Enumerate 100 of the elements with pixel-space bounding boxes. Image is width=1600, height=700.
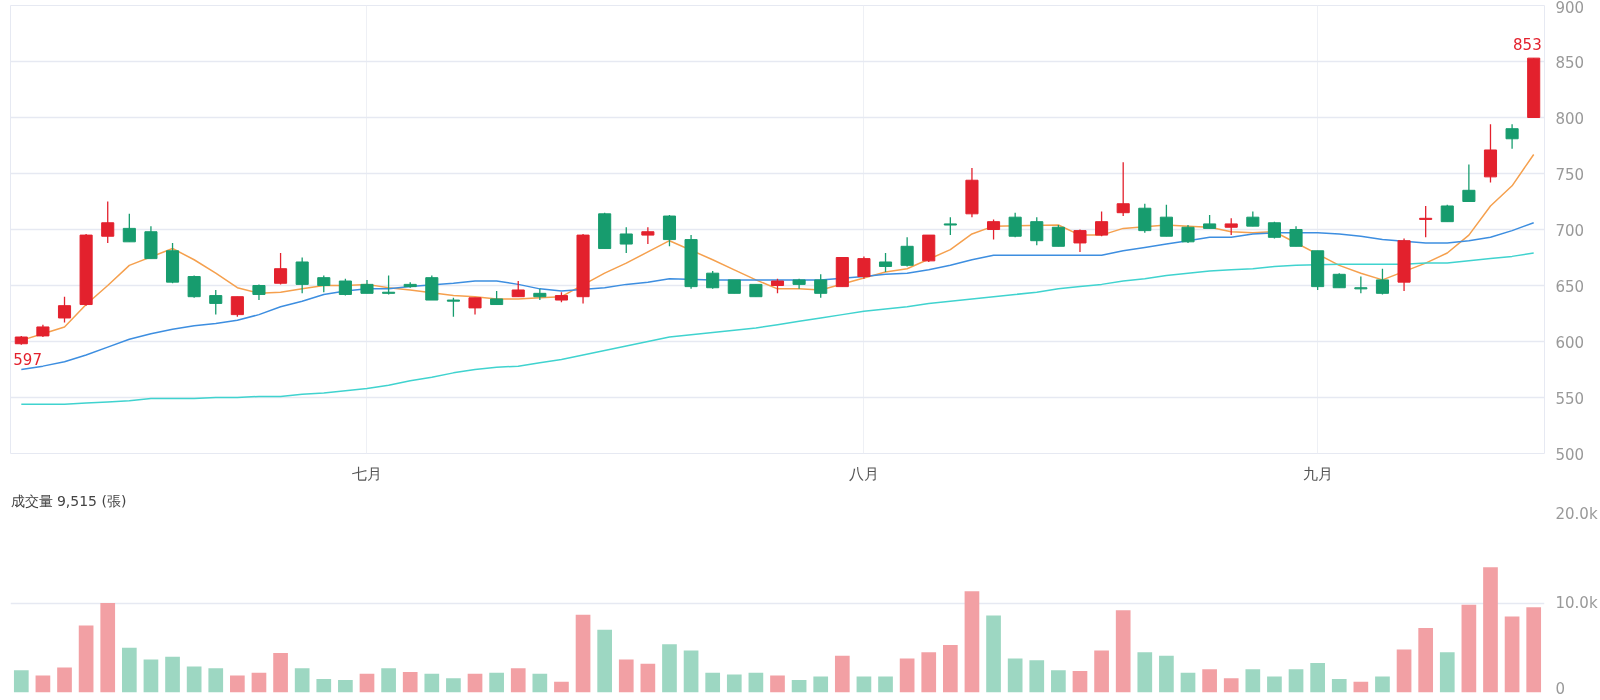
- bar: [1483, 567, 1498, 693]
- y-tick-label: 550: [1555, 389, 1585, 408]
- candlestick: [1375, 268, 1390, 296]
- y-tick-label: 650: [1555, 277, 1585, 296]
- bar: [662, 644, 677, 693]
- bar: [1072, 671, 1088, 693]
- bar: [121, 647, 137, 693]
- bar: [186, 666, 202, 693]
- bar: [1137, 652, 1153, 693]
- candlestick: [209, 289, 223, 316]
- candlestick: [662, 214, 677, 247]
- bar: [554, 681, 569, 693]
- bar: [1396, 649, 1412, 693]
- candlestick: [1419, 205, 1433, 238]
- bar: [208, 668, 224, 693]
- candlestick: [187, 274, 201, 299]
- bar: [618, 659, 634, 693]
- y-tick-label: 0: [1555, 679, 1566, 698]
- y-tick-label: 700: [1555, 221, 1585, 240]
- candlestick: [57, 296, 72, 324]
- candlestick: [1462, 163, 1476, 203]
- bar: [921, 652, 937, 693]
- candlestick: [619, 226, 633, 254]
- candlestick: [1051, 224, 1065, 247]
- candlestick: [1095, 210, 1109, 237]
- y-tick-label: 500: [1555, 445, 1585, 464]
- bar: [1267, 676, 1282, 693]
- bar: [1202, 669, 1217, 693]
- bar: [446, 678, 461, 693]
- bar: [273, 653, 288, 693]
- candlestick: [230, 296, 244, 318]
- y-tick-label: 850: [1555, 53, 1585, 72]
- candlestick: [641, 226, 655, 245]
- bar: [1375, 676, 1390, 693]
- y-tick-label: 600: [1555, 333, 1585, 352]
- bar: [813, 676, 829, 693]
- bar: [1418, 628, 1434, 693]
- candlestick: [1138, 203, 1152, 234]
- bar: [1094, 650, 1109, 693]
- bar: [834, 655, 850, 693]
- x-tick-label: 七月: [351, 464, 382, 483]
- bar: [856, 676, 872, 693]
- bar: [1439, 652, 1455, 693]
- bar: [986, 615, 1001, 693]
- y-tick-label: 750: [1555, 165, 1585, 184]
- bar: [575, 614, 591, 693]
- candlestick: [857, 255, 871, 280]
- bar: [943, 645, 958, 693]
- bar: [532, 673, 548, 693]
- candlestick: [814, 273, 828, 299]
- bar: [1288, 669, 1304, 693]
- y-tick-label: 20.0k: [1555, 504, 1598, 523]
- y-tick-label: 900: [1555, 0, 1585, 17]
- y-tick-label: 800: [1555, 109, 1585, 128]
- y-tick-label: 10.0k: [1555, 594, 1598, 612]
- bar: [316, 679, 332, 693]
- bar: [640, 663, 656, 693]
- bar: [705, 672, 721, 693]
- bar: [294, 668, 310, 693]
- candlestick: [1159, 204, 1173, 237]
- bar: [467, 673, 483, 693]
- bar: [510, 668, 526, 693]
- bar: [78, 625, 94, 693]
- bar: [489, 672, 504, 693]
- bar: [770, 675, 785, 693]
- bar: [1504, 616, 1520, 693]
- annotation: 853: [1513, 36, 1542, 55]
- bar: [424, 673, 440, 693]
- candlestick: [878, 252, 893, 273]
- bar: [1331, 679, 1347, 693]
- candlestick: [274, 252, 288, 286]
- bar: [899, 658, 915, 693]
- candlestick: [900, 236, 914, 268]
- x-tick-label: 八月: [848, 464, 879, 483]
- candlestick: [1505, 123, 1519, 150]
- candlestick: [1008, 212, 1022, 238]
- bar: [1461, 604, 1477, 693]
- bar: [338, 679, 353, 693]
- bar: [13, 670, 29, 693]
- chart-title: 成交量 9,515 (張): [10, 492, 127, 509]
- annotation: 597: [13, 350, 42, 369]
- bar: [964, 591, 980, 693]
- bar: [100, 603, 116, 693]
- candlestick: [987, 218, 1001, 241]
- bar: [1180, 672, 1196, 693]
- bar: [143, 659, 159, 693]
- x-tick-label: 九月: [1302, 464, 1333, 483]
- candlestick: [122, 213, 136, 243]
- bar: [1526, 607, 1542, 693]
- bar: [1051, 670, 1066, 693]
- bar: [597, 629, 612, 693]
- candlestick: [1289, 225, 1303, 247]
- bar: [251, 672, 267, 693]
- bar: [791, 679, 807, 693]
- bar: [1310, 662, 1325, 693]
- candlestick: [1030, 216, 1044, 246]
- bar: [1007, 658, 1023, 693]
- bar: [726, 674, 742, 693]
- bar: [359, 673, 375, 693]
- bar: [35, 675, 51, 693]
